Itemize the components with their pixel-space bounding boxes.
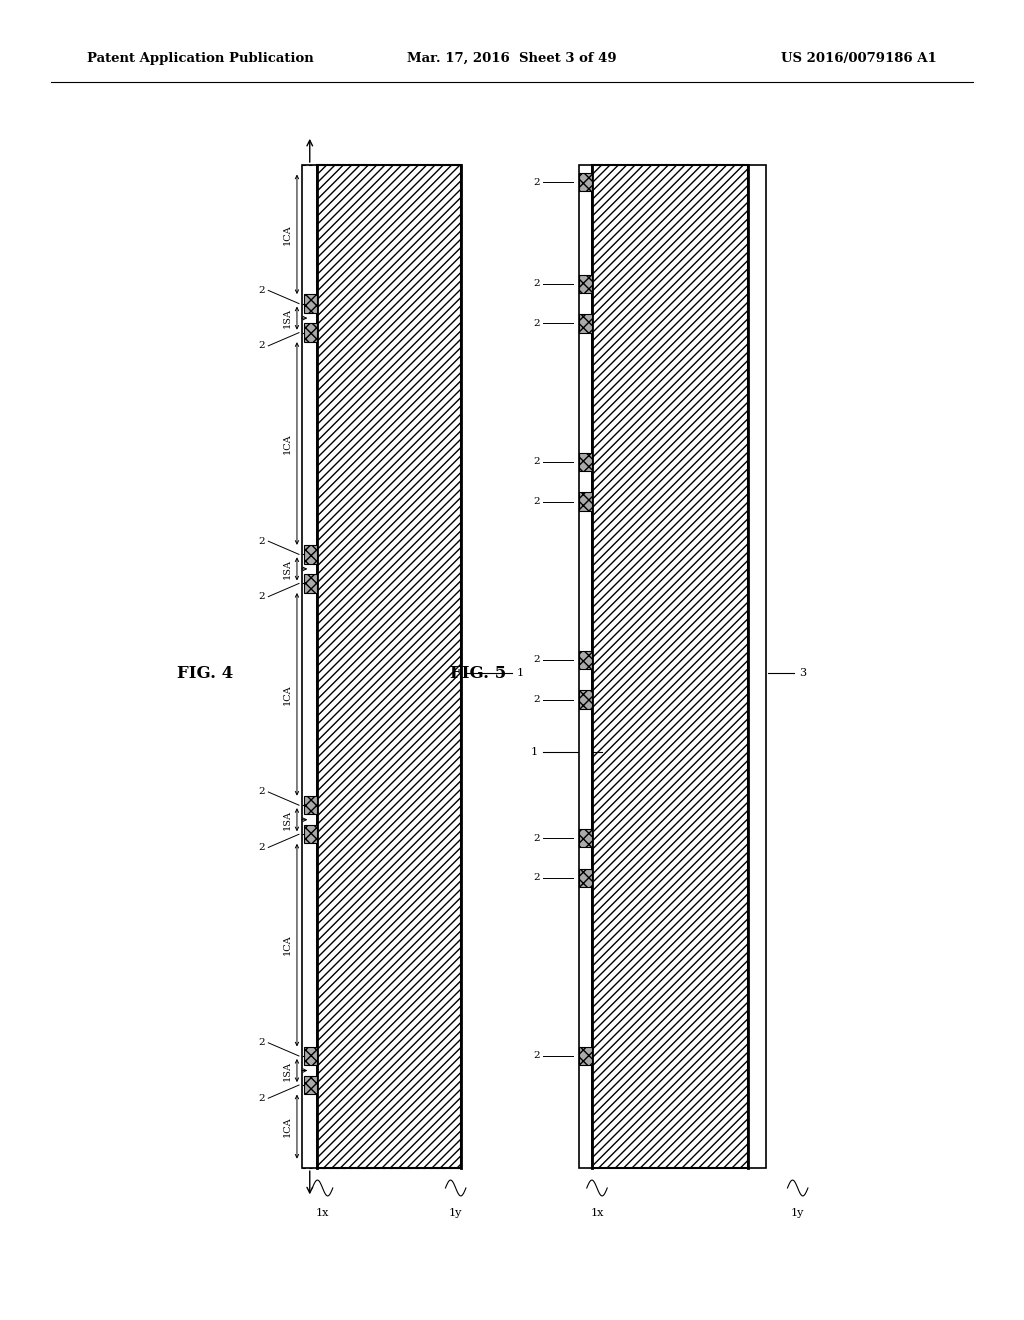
Text: 1SA: 1SA — [283, 1060, 292, 1081]
Text: Patent Application Publication: Patent Application Publication — [87, 51, 313, 65]
Text: 2: 2 — [534, 178, 540, 186]
Bar — [317, 165, 461, 1168]
Text: 2: 2 — [534, 458, 540, 466]
Text: 2: 2 — [534, 834, 540, 842]
Bar — [302, 165, 317, 1168]
Bar — [579, 651, 592, 669]
Bar — [579, 314, 592, 333]
Text: 1CA: 1CA — [283, 224, 292, 244]
Text: 3: 3 — [799, 668, 806, 678]
Text: 1y: 1y — [449, 1208, 463, 1218]
Text: 1CA: 1CA — [283, 684, 292, 705]
Text: 2: 2 — [259, 788, 265, 796]
Text: Mar. 17, 2016  Sheet 3 of 49: Mar. 17, 2016 Sheet 3 of 49 — [408, 51, 616, 65]
Text: 2: 2 — [259, 843, 265, 851]
Bar — [579, 165, 592, 1168]
Text: FIG. 4: FIG. 4 — [177, 665, 232, 681]
Text: FIG. 5: FIG. 5 — [451, 665, 506, 681]
Text: 1CA: 1CA — [283, 433, 292, 454]
Text: 2: 2 — [534, 319, 540, 327]
Bar — [304, 1076, 317, 1094]
Bar — [579, 869, 592, 887]
Bar — [304, 323, 317, 342]
Bar — [579, 453, 592, 471]
Bar — [748, 165, 766, 1168]
Text: 2: 2 — [534, 656, 540, 664]
Text: 2: 2 — [259, 342, 265, 350]
Text: 2: 2 — [534, 1052, 540, 1060]
Bar — [579, 173, 592, 191]
Bar — [304, 796, 317, 814]
Text: 1y: 1y — [791, 1208, 805, 1218]
Bar — [579, 492, 592, 511]
Text: 1CA: 1CA — [283, 1117, 292, 1137]
Bar — [304, 1047, 317, 1065]
Text: 2: 2 — [259, 1039, 265, 1047]
Bar — [304, 574, 317, 593]
Text: 1x: 1x — [590, 1208, 604, 1218]
Bar — [304, 294, 317, 313]
Text: 2: 2 — [259, 286, 265, 294]
Text: 1x: 1x — [315, 1208, 330, 1218]
Text: 1SA: 1SA — [283, 809, 292, 830]
Bar — [579, 275, 592, 293]
Text: 2: 2 — [534, 874, 540, 882]
Text: 1CA: 1CA — [283, 935, 292, 956]
Bar — [304, 545, 317, 564]
Text: 2: 2 — [259, 593, 265, 601]
Bar — [592, 165, 748, 1168]
Bar — [579, 1047, 592, 1065]
Text: 1: 1 — [517, 668, 524, 678]
Text: US 2016/0079186 A1: US 2016/0079186 A1 — [781, 51, 937, 65]
Bar — [579, 690, 592, 709]
Text: 2: 2 — [534, 498, 540, 506]
Text: 2: 2 — [259, 537, 265, 545]
Text: 1SA: 1SA — [283, 308, 292, 329]
Text: 2: 2 — [534, 696, 540, 704]
Bar — [304, 825, 317, 843]
Text: 1SA: 1SA — [283, 558, 292, 579]
Text: 1: 1 — [530, 747, 538, 758]
Text: 2: 2 — [259, 1094, 265, 1102]
Text: 2: 2 — [534, 280, 540, 288]
Bar — [579, 829, 592, 847]
